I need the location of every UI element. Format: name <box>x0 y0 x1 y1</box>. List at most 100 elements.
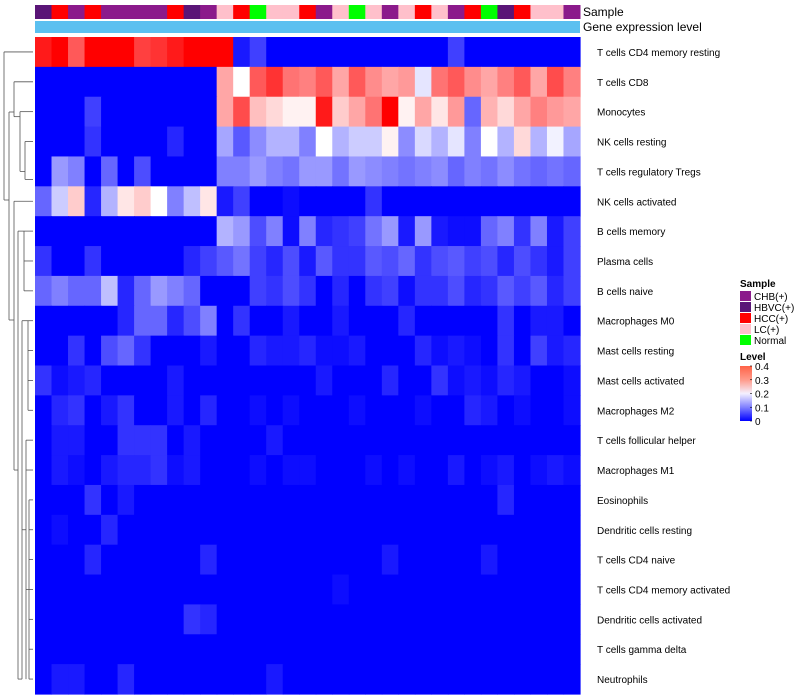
heatmap-cell <box>35 126 53 158</box>
heatmap-cell <box>101 96 119 128</box>
heatmap-cell <box>480 514 499 546</box>
heatmap-cell <box>414 66 432 98</box>
sample-annotation-cell <box>480 5 498 19</box>
heatmap-cell <box>167 37 185 68</box>
heatmap-cell <box>68 216 86 247</box>
heatmap-cell <box>365 246 383 277</box>
row-label: Plasma cells <box>597 257 653 268</box>
heatmap-cell <box>365 335 383 367</box>
heatmap-cell <box>513 365 532 396</box>
heatmap-cell <box>447 186 465 217</box>
heatmap-cell <box>84 514 102 546</box>
heatmap-cell <box>348 455 366 486</box>
heatmap-cell <box>464 96 482 128</box>
heatmap-cell <box>216 425 234 456</box>
heatmap-cell <box>84 246 102 277</box>
heatmap-cell <box>513 514 532 546</box>
heatmap-cell <box>266 37 284 68</box>
heatmap-cell <box>134 574 152 606</box>
heatmap-cell <box>348 544 366 576</box>
heatmap-cell <box>200 425 218 456</box>
row-label: Macrophages M2 <box>597 406 675 417</box>
sample-annotation-cell <box>167 5 185 19</box>
heatmap-cell <box>480 66 499 98</box>
heatmap-cell <box>117 574 135 606</box>
heatmap-cell <box>546 574 565 606</box>
heatmap-cell <box>249 484 267 516</box>
heatmap-cell <box>348 395 366 426</box>
heatmap-cell <box>332 275 350 307</box>
heatmap-cell <box>530 604 548 635</box>
heatmap-cell <box>447 514 465 546</box>
heatmap-cell <box>51 37 69 68</box>
heatmap-cell <box>134 514 152 546</box>
heatmap-cell <box>414 484 432 516</box>
heatmap-cell <box>200 246 218 277</box>
heatmap-cell <box>101 604 119 635</box>
heatmap-cell <box>134 37 152 68</box>
heatmap-cell <box>266 664 284 695</box>
heatmap-cell <box>381 634 399 665</box>
heatmap-cell <box>414 664 432 695</box>
heatmap-cell <box>365 216 383 247</box>
heatmap-cell <box>249 574 267 606</box>
heatmap-cell <box>414 514 432 546</box>
heatmap-cell <box>282 305 300 337</box>
heatmap-cell <box>365 484 383 516</box>
heatmap-cell <box>150 37 168 68</box>
heatmap-cell <box>233 664 251 695</box>
heatmap-cell <box>332 455 350 486</box>
heatmap-cell <box>117 425 135 456</box>
heatmap-cell <box>101 634 119 665</box>
heatmap-cell <box>546 395 565 426</box>
heatmap-cell <box>447 275 465 307</box>
heatmap-cell <box>464 126 482 158</box>
heatmap-cell <box>167 604 185 635</box>
heatmap-cell <box>315 425 333 456</box>
heatmap-cell <box>447 574 465 606</box>
heatmap-cell <box>183 365 201 396</box>
sample-legend-entries: CHB(+)HBVC(+)HCC(+)LC(+)Normal <box>740 291 794 347</box>
heatmap-cell <box>216 544 234 576</box>
heatmap-cell <box>84 275 102 307</box>
heatmap-cell <box>447 634 465 665</box>
heatmap-cell <box>134 186 152 217</box>
heatmap-cell <box>134 664 152 695</box>
heatmap-cell <box>35 156 53 187</box>
heatmap-cell <box>530 275 548 307</box>
heatmap-cell <box>546 455 565 486</box>
heatmap-cell <box>216 455 234 486</box>
heatmap-cell <box>563 335 581 367</box>
heatmap-cell <box>101 37 119 68</box>
heatmap-cell <box>150 305 168 337</box>
heatmap-cell <box>563 305 581 337</box>
heatmap-cell <box>348 275 366 307</box>
heatmap-cell <box>134 634 152 665</box>
heatmap-cell <box>332 604 350 635</box>
level-colorbar <box>740 366 752 421</box>
legend-entry-label: CHB(+) <box>754 292 788 303</box>
heatmap-cell <box>414 156 432 187</box>
heatmap-cell <box>249 425 267 456</box>
heatmap-cell <box>299 335 317 367</box>
heatmap-cell <box>150 156 168 187</box>
heatmap-cell <box>464 156 482 187</box>
heatmap-cell <box>134 156 152 187</box>
heatmap-cell <box>447 484 465 516</box>
heatmap-cell <box>233 96 251 128</box>
heatmap-cell <box>497 365 515 396</box>
row-label: Mast cells resting <box>597 347 674 358</box>
heatmap-cell <box>35 246 53 277</box>
heatmap-cell <box>381 425 399 456</box>
heatmap-cell <box>200 275 218 307</box>
heatmap-cell <box>315 66 333 98</box>
heatmap-cell <box>381 96 399 128</box>
sample-annotation-cell <box>233 5 251 19</box>
heatmap-cell <box>464 66 482 98</box>
heatmap-cell <box>414 96 432 128</box>
heatmap-cell <box>282 514 300 546</box>
heatmap-cell <box>51 246 69 277</box>
heatmap-cell <box>183 664 201 695</box>
legend-swatch <box>740 335 751 345</box>
legend-entry-label: HBVC(+) <box>754 303 794 314</box>
